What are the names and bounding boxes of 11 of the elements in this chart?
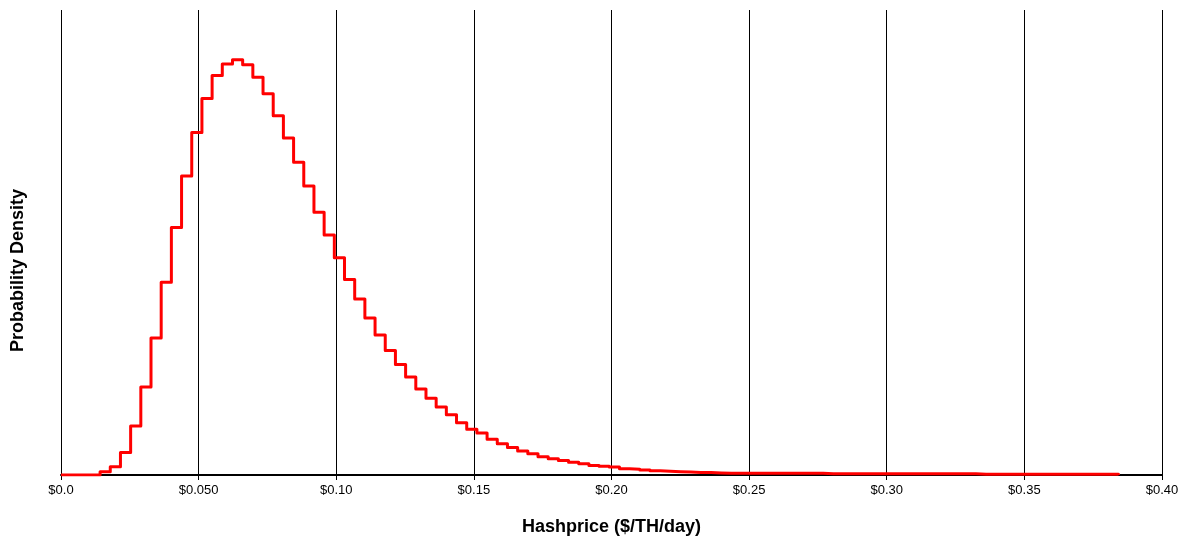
y-axis-title: Probability Density bbox=[7, 188, 27, 353]
x-tick-label: $0.050 bbox=[178, 482, 219, 497]
x-tick-label: $0.30 bbox=[870, 482, 904, 497]
x-axis-title: Hashprice ($/TH/day) bbox=[521, 516, 702, 536]
x-tick-label: $0.25 bbox=[732, 482, 766, 497]
x-tick-label: $0.10 bbox=[319, 482, 353, 497]
x-tick-label: $0.20 bbox=[595, 482, 628, 497]
x-tick-label: $0.15 bbox=[457, 482, 491, 497]
x-tick-label: $0.0 bbox=[48, 482, 74, 497]
x-tick-label: $0.35 bbox=[1008, 482, 1041, 497]
x-tick-label: $0.40 bbox=[1145, 482, 1179, 497]
